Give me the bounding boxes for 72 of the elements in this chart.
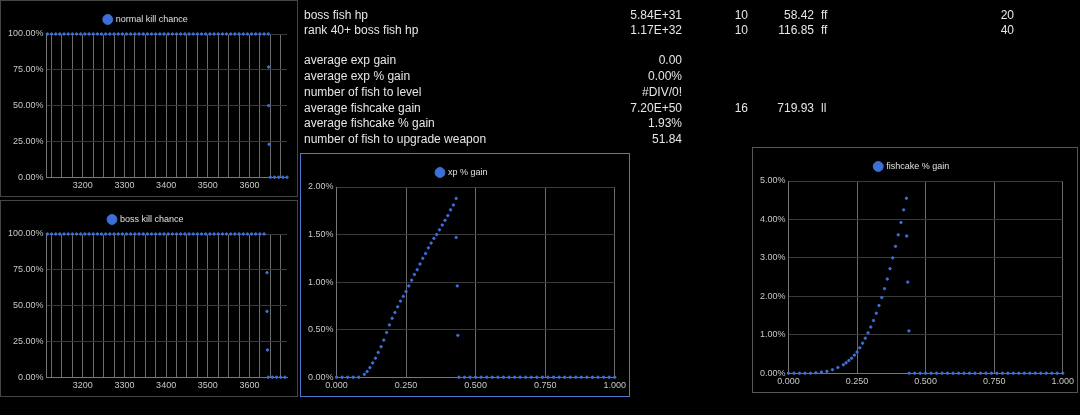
x-tick-label: 3600 xyxy=(239,380,260,391)
y-tick-label: 50.00% xyxy=(13,100,44,111)
y-tick-label: 100.00% xyxy=(8,28,44,39)
x-tick-label: 3600 xyxy=(239,180,260,191)
y-tick-label: 100.00% xyxy=(8,228,44,239)
text: average fishcake % gain xyxy=(304,115,435,131)
text: rank 40+ boss fish hp xyxy=(304,22,419,38)
y-tick-label: 25.00% xyxy=(13,335,44,346)
x-tick-label: 3200 xyxy=(72,180,93,191)
text: average exp gain xyxy=(304,52,397,68)
text: ll xyxy=(821,100,827,116)
x-tick-label: 3300 xyxy=(114,180,135,191)
x-tick-label: 1.000 xyxy=(603,380,626,391)
x-tick-label: 3400 xyxy=(156,380,177,391)
text: ff xyxy=(821,22,828,38)
text: 0.00% xyxy=(647,68,682,84)
y-tick-label: 1.00% xyxy=(307,276,334,287)
legend-label: boss kill chance xyxy=(119,213,184,224)
x-tick-label: 0.000 xyxy=(777,376,800,387)
y-tick-label: 25.00% xyxy=(13,135,44,146)
text: number of fish to upgrade weapon xyxy=(304,131,487,147)
y-tick-label: 1.50% xyxy=(307,229,334,240)
text: boss fish hp xyxy=(304,7,369,23)
y-tick-label: 5.00% xyxy=(759,175,786,186)
y-tick-label: 2.00% xyxy=(759,290,786,301)
text: 116.85 xyxy=(778,22,814,38)
text: 40 xyxy=(1000,22,1014,38)
text: #DIV/0! xyxy=(641,84,682,100)
x-tick-label: 0.750 xyxy=(982,376,1006,387)
text: number of fish to level xyxy=(304,84,422,100)
x-tick-label: 3300 xyxy=(114,380,135,391)
text: 16 xyxy=(734,100,748,116)
text: ff xyxy=(821,7,828,23)
text: average fishcake gain xyxy=(304,100,421,116)
text: 0.00 xyxy=(658,52,682,68)
x-tick-label: 1.000 xyxy=(1051,376,1074,387)
x-tick-label: 0.250 xyxy=(845,376,869,387)
x-tick-label: 0.500 xyxy=(914,376,937,387)
y-tick-label: 50.00% xyxy=(13,300,44,311)
x-tick-label: 0.750 xyxy=(533,380,557,391)
text: 1.93% xyxy=(647,115,682,131)
y-tick-label: 0.50% xyxy=(307,324,334,335)
x-tick-label: 0.500 xyxy=(464,380,487,391)
x-tick-label: 0.250 xyxy=(394,380,418,391)
text: 719.93 xyxy=(777,100,814,116)
y-tick-label: 0.00% xyxy=(18,171,44,182)
x-tick-label: 3500 xyxy=(197,380,218,391)
y-tick-label: 3.00% xyxy=(759,252,786,263)
text: average exp % gain xyxy=(304,68,411,84)
y-tick-label: 0.00% xyxy=(307,371,334,382)
text: 58.42 xyxy=(783,7,814,23)
text: 20 xyxy=(1000,7,1014,23)
text: 5.84E+31 xyxy=(630,7,682,23)
y-tick-label: 1.00% xyxy=(759,329,786,340)
y-tick-label: 4.00% xyxy=(759,213,786,224)
text: 51.84 xyxy=(651,131,682,147)
x-tick-label: 3400 xyxy=(156,180,177,191)
legend-label: normal kill chance xyxy=(115,13,188,24)
y-tick-label: 0.00% xyxy=(759,367,786,378)
legend-label: fishcake % gain xyxy=(886,160,950,171)
y-tick-label: 75.00% xyxy=(13,64,44,75)
text: 10 xyxy=(734,7,748,23)
y-tick-label: 2.00% xyxy=(307,181,334,192)
text: 1.17E+32 xyxy=(630,22,682,38)
x-tick-label: 3500 xyxy=(197,180,218,191)
y-tick-label: 0.00% xyxy=(18,371,44,382)
text: 7.20E+50 xyxy=(630,100,682,116)
x-tick-label: 3200 xyxy=(72,380,93,391)
legend-label: xp % gain xyxy=(447,166,488,177)
text: 10 xyxy=(734,22,748,38)
y-tick-label: 75.00% xyxy=(13,264,44,275)
x-tick-label: 0.000 xyxy=(325,380,348,391)
